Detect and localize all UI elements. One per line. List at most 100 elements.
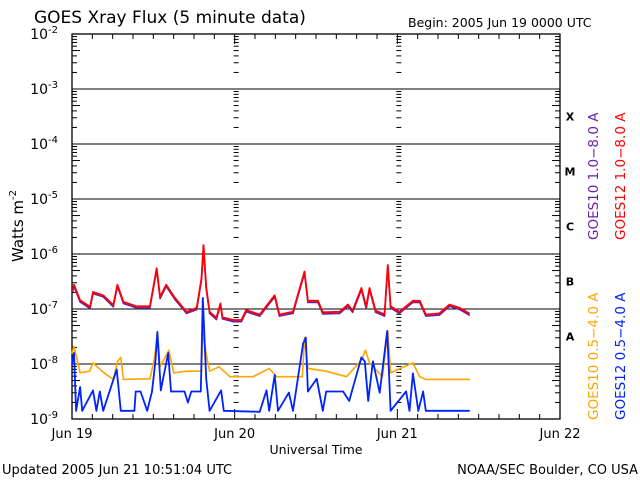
data-point [202,244,205,246]
legend-entry: GOES12 1.0−8.0 A [613,112,629,240]
data-point [245,309,247,311]
data-point [268,410,271,412]
data-point [273,374,276,376]
data-point [252,375,254,378]
data-point [135,305,138,308]
data-point [438,314,441,316]
data-point [89,306,91,308]
chart-title: GOES Xray Flux (5 minute data) [34,8,306,28]
data-point [122,302,125,305]
data-point [408,410,411,412]
y-tick-label: 10-4 [30,135,58,153]
x-tick-labels: Jun 19 Jun 20 Jun 21 Jun 22 [51,427,581,442]
data-point [95,410,98,412]
data-point [273,294,276,297]
x-axis-label: Universal Time [270,442,363,457]
data-point [73,352,75,354]
data-point [305,336,307,339]
series-lines [71,244,471,413]
data-point [167,352,169,354]
data-point [160,389,162,392]
data-point [307,301,309,304]
data-point [378,391,381,394]
x-tick-label: Jun 20 [213,427,255,442]
y-axis-unit: Watts m [9,200,27,262]
data-point [115,368,118,371]
data-point [122,301,125,303]
data-point [185,312,188,315]
data-point [168,349,170,352]
y-tick-label: 10-2 [30,25,58,43]
data-point [112,306,115,308]
data-point [292,410,294,412]
data-point [229,375,231,378]
data-point [92,362,94,364]
data-point [468,410,471,412]
data-point [425,313,427,316]
y-axis-unit-exponent: -2 [8,190,19,200]
data-point [92,291,94,293]
data-point [315,378,318,380]
y-tick-exponent: -3 [48,80,58,91]
data-point [364,349,367,352]
data-point [71,290,74,293]
data-point [120,410,122,412]
data-point [302,342,304,345]
data-point [185,370,188,373]
data-point [220,389,222,392]
data-point [208,311,211,313]
data-point [71,363,73,365]
data-point [240,320,243,323]
data-point [347,303,349,306]
data-point [240,319,243,321]
data-point [345,375,348,378]
data-point [221,316,224,319]
data-point [365,306,368,308]
data-point [398,311,401,313]
data-point [458,307,461,309]
legend-entry: GOES12 0.5−4.0 A [613,292,629,420]
data-point [219,302,222,305]
y-tick-base: 10 [30,192,48,208]
flare-class-C: C [566,221,574,234]
data-point [133,410,136,412]
data-point [92,389,94,392]
data-point [365,307,368,310]
data-point [418,375,421,378]
data-point [468,378,471,381]
data-point [232,320,235,323]
grid-lines [72,88,560,365]
data-point [232,319,235,321]
data-point [215,317,218,319]
data-point [468,312,471,315]
data-point [71,352,73,354]
data-point [151,390,153,393]
data-point [322,410,324,412]
data-point [218,366,220,368]
data-point [360,356,363,359]
legend-entry: GOES10 0.5−4.0 A [586,292,602,420]
data-point [338,312,341,315]
data-point [292,311,294,313]
data-point [89,307,91,310]
y-tick-label: 10-9 [30,410,58,428]
data-point [75,410,77,412]
data-point [325,390,328,393]
data-point [468,314,471,316]
flare-class-X: X [566,111,575,124]
y-tick-label: 10-7 [30,300,58,318]
data-point [155,267,158,270]
y-tick-exponent: -8 [48,355,58,366]
y-tick-labels: 10-210-310-410-510-610-710-810-9 [30,25,58,428]
data-point [79,372,81,374]
data-point [268,367,271,370]
data-point [73,345,75,348]
data-point [200,390,202,393]
data-point [398,312,401,315]
y-tick-exponent: -5 [48,190,58,201]
data-point [389,372,392,374]
data-point [383,315,386,317]
data-point [146,410,148,412]
data-point [322,311,324,314]
